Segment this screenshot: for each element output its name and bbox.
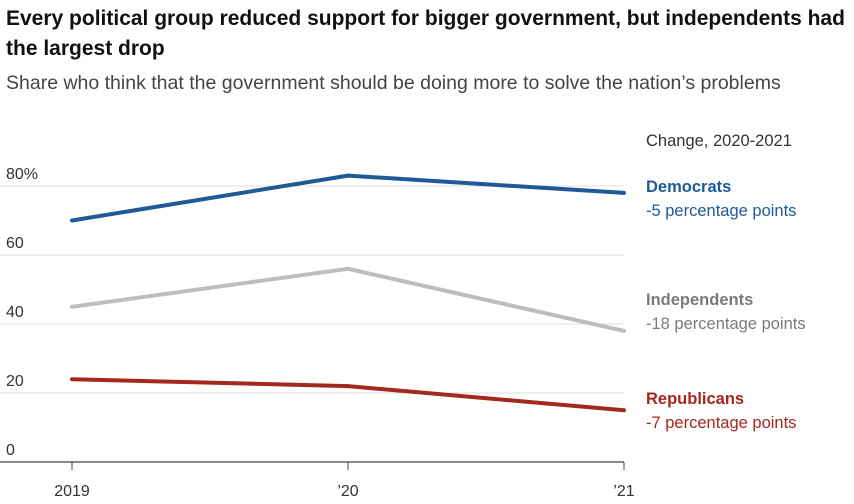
legend-heading: Change, 2020-2021	[646, 132, 792, 150]
legend-series-change: -18 percentage points	[646, 315, 806, 333]
x-tick-label: ’21	[613, 483, 634, 500]
series-line-democrats	[71, 173, 625, 223]
y-tick-label: 0	[6, 442, 15, 459]
series-line-independents	[71, 266, 625, 333]
data-point-independents	[70, 304, 74, 309]
series-lines	[70, 173, 626, 413]
y-tick-label: 40	[6, 304, 24, 321]
legend-series-change: -7 percentage points	[646, 414, 796, 432]
legend-series-name: Independents	[646, 291, 753, 309]
data-point-republicans	[622, 408, 626, 413]
chart-subtitle: Share who think that the government shou…	[6, 72, 781, 94]
y-tick-label: 80%	[6, 166, 38, 183]
data-point-republicans	[346, 384, 350, 389]
legend-series-name: Democrats	[646, 178, 731, 196]
legend: Change, 2020-2021 Democrats -5 percentage…	[646, 132, 806, 432]
data-point-republicans	[70, 377, 74, 382]
grid-lines	[0, 185, 624, 463]
y-axis: 0 20 40 60 80%	[6, 166, 38, 459]
x-axis: 2019 ’20 ’21	[54, 462, 635, 500]
data-point-independents	[622, 328, 626, 333]
legend-series-name: Republicans	[646, 390, 744, 408]
data-point-democrats	[70, 218, 74, 223]
x-tick-label: 2019	[54, 483, 90, 500]
y-tick-label: 60	[6, 235, 24, 252]
data-point-independents	[346, 266, 350, 271]
chart-title: Every political group reduced support fo…	[6, 7, 845, 60]
x-tick-label: ’20	[337, 483, 358, 500]
legend-series-change: -5 percentage points	[646, 202, 796, 220]
data-point-democrats	[346, 173, 350, 178]
series-line-republicans	[71, 377, 625, 413]
data-point-democrats	[622, 190, 626, 195]
y-tick-label: 20	[6, 373, 24, 390]
